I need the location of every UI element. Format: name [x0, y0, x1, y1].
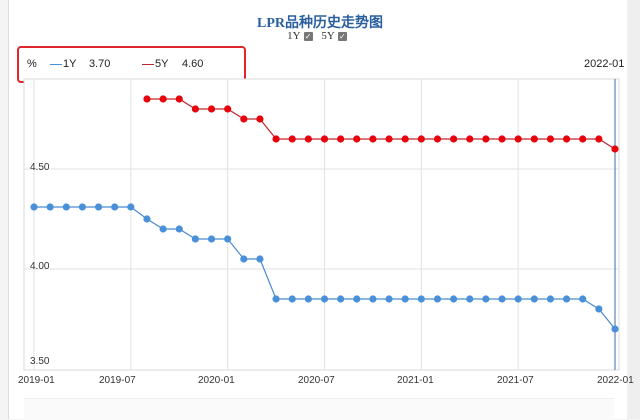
line-swatch-icon: [50, 63, 62, 65]
x-tick-label: 2021-07: [497, 375, 534, 386]
data-point[interactable]: [353, 295, 361, 303]
page-scrollbar[interactable]: [627, 0, 640, 419]
data-point[interactable]: [353, 135, 361, 143]
data-point[interactable]: [450, 135, 458, 143]
data-point[interactable]: [369, 135, 377, 143]
data-point[interactable]: [337, 135, 345, 143]
data-point[interactable]: [401, 295, 409, 303]
data-point[interactable]: [240, 255, 248, 263]
data-point[interactable]: [78, 203, 87, 211]
data-point[interactable]: [272, 295, 280, 303]
data-point[interactable]: [546, 295, 555, 303]
toggle-1y-label: 1Y: [287, 30, 301, 42]
data-point[interactable]: [466, 135, 474, 143]
data-point[interactable]: [562, 295, 571, 303]
data-point[interactable]: [369, 295, 377, 303]
data-point[interactable]: [530, 135, 538, 143]
data-point[interactable]: [320, 295, 329, 303]
data-point[interactable]: [207, 235, 216, 243]
data-point[interactable]: [337, 295, 345, 303]
x-tick-label: 2020-01: [198, 375, 235, 386]
y-tick-label: 3.50: [30, 356, 50, 367]
legend-item-1y: 1Y: [50, 58, 76, 70]
legend-unit: %: [27, 58, 37, 70]
data-point[interactable]: [579, 135, 587, 143]
data-point[interactable]: [143, 95, 151, 103]
x-tick-label: 2021-01: [397, 375, 434, 386]
data-point[interactable]: [433, 295, 442, 303]
x-tick-label: 2020-07: [298, 375, 335, 386]
toggle-5y-label: 5Y: [321, 30, 335, 42]
data-point[interactable]: [320, 135, 329, 143]
data-point[interactable]: [127, 203, 135, 211]
data-point[interactable]: [111, 203, 119, 211]
data-point[interactable]: [240, 115, 248, 123]
data-point[interactable]: [304, 135, 312, 143]
data-point[interactable]: [546, 135, 555, 143]
data-point[interactable]: [304, 295, 312, 303]
data-point[interactable]: [175, 225, 183, 233]
data-point[interactable]: [450, 295, 458, 303]
data-point[interactable]: [46, 203, 54, 211]
data-point[interactable]: [514, 135, 522, 143]
data-point[interactable]: [562, 135, 571, 143]
data-point[interactable]: [385, 295, 393, 303]
y-tick-label: 4.00: [30, 261, 50, 272]
data-point[interactable]: [611, 325, 619, 333]
range-navigator[interactable]: [24, 398, 614, 420]
data-point[interactable]: [417, 135, 425, 143]
data-point[interactable]: [385, 135, 393, 143]
data-point[interactable]: [288, 135, 296, 143]
x-tick-label: 2022-01: [597, 375, 634, 386]
hover-date: 2022-01: [584, 58, 625, 70]
data-point[interactable]: [207, 105, 216, 113]
data-point[interactable]: [94, 203, 103, 211]
data-point[interactable]: [288, 295, 296, 303]
data-point[interactable]: [595, 305, 603, 313]
data-point[interactable]: [62, 203, 70, 211]
x-tick-label: 2019-01: [18, 375, 55, 386]
y-tick-label: 4.50: [30, 162, 50, 173]
data-point[interactable]: [595, 135, 603, 143]
data-point[interactable]: [143, 215, 151, 223]
data-point[interactable]: [514, 295, 522, 303]
line-swatch-icon: [142, 63, 154, 65]
data-point[interactable]: [224, 105, 232, 113]
series-toggles: 1Y ✓ 5Y ✓: [0, 30, 640, 42]
data-point[interactable]: [401, 135, 409, 143]
data-point[interactable]: [175, 95, 183, 103]
data-point[interactable]: [482, 295, 490, 303]
toggle-1y-checkbox[interactable]: ✓: [303, 31, 313, 41]
data-point[interactable]: [433, 135, 442, 143]
data-point[interactable]: [611, 145, 619, 153]
data-point[interactable]: [256, 255, 264, 263]
data-point[interactable]: [482, 135, 490, 143]
legend-value-5y: 4.60: [182, 58, 204, 70]
data-point[interactable]: [256, 115, 264, 123]
data-point[interactable]: [159, 225, 167, 233]
data-point[interactable]: [466, 295, 474, 303]
data-point[interactable]: [579, 295, 587, 303]
legend-value-1y: 3.70: [89, 58, 111, 70]
toggle-5y-checkbox[interactable]: ✓: [337, 31, 347, 41]
data-point[interactable]: [272, 135, 280, 143]
data-point[interactable]: [498, 295, 506, 303]
legend-item-5y: 5Y: [142, 58, 168, 70]
data-point[interactable]: [530, 295, 538, 303]
data-point[interactable]: [30, 203, 38, 211]
x-tick-label: 2019-07: [99, 375, 136, 386]
data-point[interactable]: [417, 295, 425, 303]
data-point[interactable]: [191, 105, 199, 113]
chart-title: LPR品种历史走势图: [257, 16, 383, 31]
data-point[interactable]: [191, 235, 199, 243]
data-point[interactable]: [159, 95, 167, 103]
data-point[interactable]: [224, 235, 232, 243]
data-point[interactable]: [498, 135, 506, 143]
